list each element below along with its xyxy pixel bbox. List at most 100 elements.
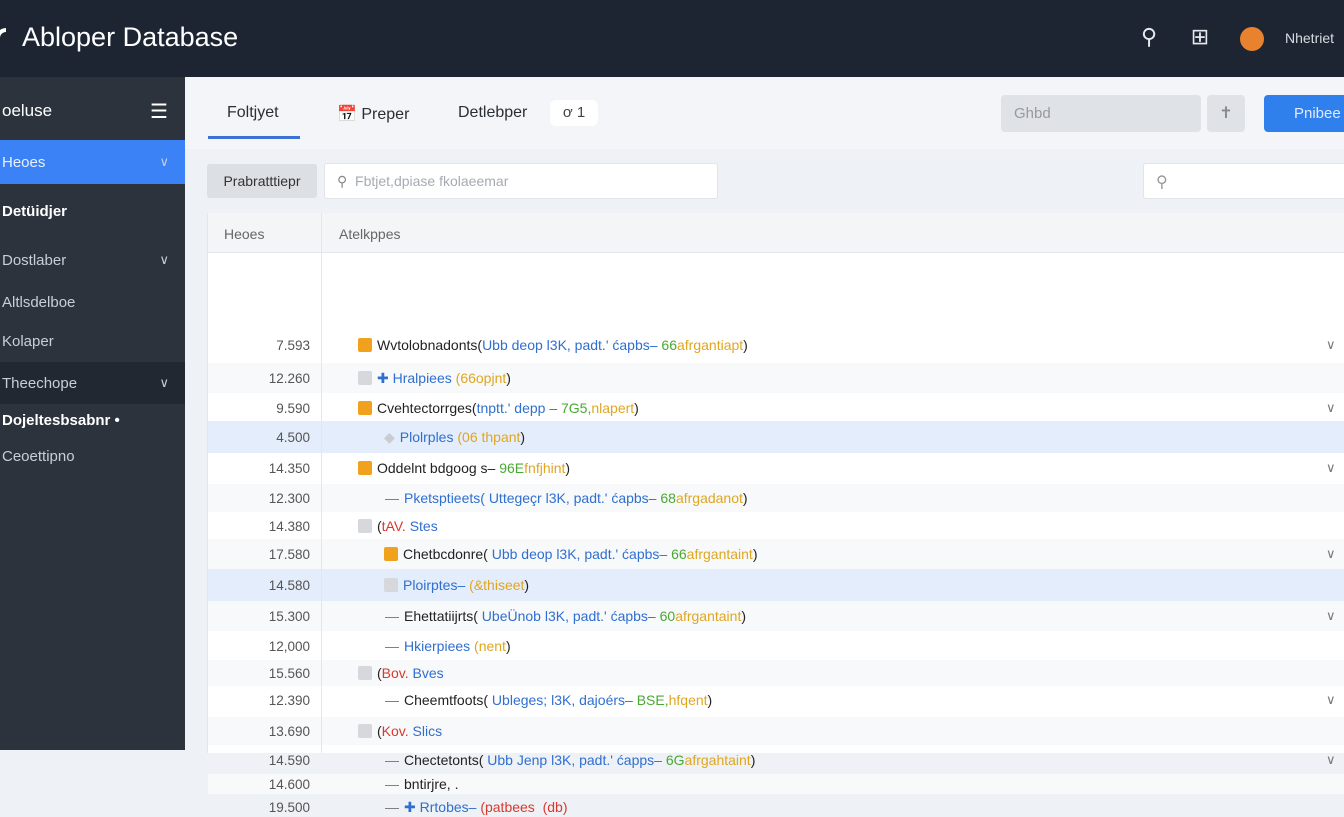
chevron-down-icon[interactable]: ∨ — [159, 252, 169, 267]
table-row[interactable]: 14.380 (tAV. Stes — [208, 512, 1344, 540]
row-text-segment: Cheemtfoots( — [404, 692, 489, 708]
grid-input[interactable]: Ghbd — [1001, 95, 1201, 132]
row-text-segment: afrgadanot — [675, 490, 743, 506]
table-row[interactable]: 14.580 Ploirptes– (&thiseet) — [208, 569, 1344, 601]
app-logo[interactable]: Abloper Database — [0, 22, 238, 53]
sidebar-item[interactable]: Theechope ∨ — [0, 362, 185, 404]
row-text-segment: Ubb deop l3K, padt.' ćapbs– — [487, 546, 668, 562]
row-text-segment: (&thiseet — [465, 577, 525, 593]
row-number: 12.390 — [268, 692, 310, 708]
search-input[interactable]: ⚲ Fbtjet,dpiase fkolaeemar — [324, 163, 718, 199]
chevron-down-icon[interactable]: ∨ — [1326, 460, 1336, 475]
table-row[interactable]: 12.390 — Cheemtfoots( Ubleges; l3K, dajoér… — [208, 685, 1344, 715]
row-text-segment: Ubleges; l3K, dajoérs– — [488, 692, 633, 708]
column-header[interactable]: Heoes — [224, 226, 265, 242]
row-text: Hkierpiees (nent) — [404, 638, 511, 654]
row-text-segment: ) — [752, 546, 758, 562]
user-name[interactable]: Nhetriet — [1285, 30, 1335, 46]
sidebar-item[interactable]: Dojeltesbsabnr • — [0, 407, 185, 433]
row-text-segment: Slics — [408, 723, 443, 739]
chevron-down-icon[interactable]: ∨ — [1326, 400, 1336, 415]
chevron-down-icon[interactable]: ∨ — [1326, 546, 1336, 561]
row-text-segment: bntirjre, . — [404, 776, 459, 792]
tab-foltjyet[interactable]: Foltjyet — [227, 104, 279, 121]
hamburger-menu-icon[interactable]: ☰ — [150, 100, 168, 123]
tab-bar: Foltjyet 📅 Preper Detlebper ơ 1 Ghbd ✝ P… — [185, 77, 1344, 149]
row-text-segment: 66 — [667, 546, 687, 562]
row-text-segment: ) — [743, 337, 748, 353]
secondary-search-input[interactable]: ⚲ — [1143, 163, 1344, 199]
tab-detlebper[interactable]: Detlebper — [458, 104, 528, 121]
row-text-segment: ✚ Hralpiees — [377, 369, 452, 386]
dash-icon: — — [385, 638, 399, 654]
table-icon — [358, 338, 372, 352]
row-text-segment: nlapert — [591, 400, 635, 416]
row-text-segment: afrgantiapt — [677, 337, 744, 353]
sidebar-item[interactable]: Dostlaber ∨ — [0, 247, 185, 273]
chevron-down-icon[interactable]: ∨ — [1326, 337, 1336, 352]
row-text-segment: Wvtolobnadonts( — [377, 337, 483, 353]
sidebar-item[interactable]: Heoes ∨ — [0, 140, 185, 184]
row-number: 14.590 — [268, 752, 310, 768]
row-number: 7.593 — [276, 337, 310, 353]
search-icon[interactable]: ⚲ — [1140, 24, 1158, 49]
tab-label: Preper — [361, 106, 410, 123]
sidebar-item[interactable]: Detüidjer — [0, 198, 185, 224]
chevron-down-icon[interactable]: ∨ — [159, 154, 169, 169]
table-row[interactable]: 15.560 (Bov. Bves — [208, 660, 1344, 686]
table-row[interactable]: 14.600 — bntirjre, . — [208, 774, 1344, 794]
row-content: Chetbcdonre( Ubb deop l3K, padt.' ćapbs–… — [384, 546, 758, 562]
row-text-segment: Bves — [408, 665, 444, 681]
table-row[interactable]: 15.300 — Ehettatiijrts( UbeÜnob l3K, padt.… — [208, 601, 1344, 631]
table-row[interactable]: 13.690 (Kov. Slics — [208, 717, 1344, 745]
table-row[interactable]: 9.590 Cvehtectorrges(tnptt.' depp – 7G5, n… — [208, 393, 1344, 423]
table-icon — [384, 578, 398, 592]
table-row[interactable]: 12.300 — Pketsptieets( Uttegeçr l3K, padt.… — [208, 484, 1344, 512]
chevron-down-icon[interactable]: ∨ — [1326, 752, 1336, 767]
pin-icon: ✝ — [1219, 105, 1233, 122]
row-content: — Ehettatiijrts( UbeÜnob l3K, padt.' ćapb… — [385, 608, 746, 624]
sidebar-header: oeluse ☰ — [0, 99, 185, 123]
count-badge: ơ 1 — [550, 100, 598, 126]
row-text: ✚ Rrtobes– (patbees (db) — [404, 799, 568, 816]
sidebar-item[interactable]: Ceoettipno — [0, 443, 185, 469]
tab-preper[interactable]: 📅 Preper — [337, 104, 409, 124]
row-content: — Chectetonts( Ubb Jenp l3K, padt.' ćapps… — [385, 752, 755, 768]
table-row[interactable]: 17.580 Chetbcdonre( Ubb deop l3K, padt.' … — [208, 539, 1344, 569]
row-number: 13.690 — [268, 723, 310, 739]
table-row[interactable]: 19.500 — ✚ Rrtobes– (patbees (db) — [208, 797, 1344, 817]
chevron-down-icon[interactable]: ∨ — [1326, 608, 1336, 623]
dash-icon: — — [385, 799, 399, 815]
chevron-down-icon[interactable]: ∨ — [159, 375, 169, 390]
primary-button[interactable]: Pnibee — [1264, 95, 1344, 132]
avatar[interactable] — [1240, 27, 1264, 51]
sidebar-item-label: Dostlaber — [2, 251, 67, 269]
top-bar: Abloper Database ⚲ ⊞ Nhetriet — [0, 0, 1344, 77]
row-text-segment: Ploirptes– — [403, 577, 466, 593]
table-row[interactable]: 14.350 Oddelnt bdgoog s– 96E fnfjhint) ∨ — [208, 453, 1344, 483]
table-row[interactable]: 12.260 ✚ Hralpiees (66opjnt) — [208, 363, 1344, 393]
grid-icon[interactable]: ⊞ — [1190, 24, 1210, 49]
row-text-segment: ) — [524, 577, 530, 593]
sidebar-item[interactable]: Kolaper — [0, 328, 185, 354]
row-text-segment: ) — [565, 460, 571, 476]
sidebar-item-label: Detüidjer — [2, 202, 68, 220]
chevron-down-icon[interactable]: ∨ — [1326, 692, 1336, 707]
row-text: Wvtolobnadonts(Ubb deop l3K, padt.' ćapb… — [377, 337, 748, 353]
row-text-segment: afrgahtaint — [684, 752, 751, 768]
pin-button[interactable]: ✝ — [1207, 95, 1245, 132]
row-number: 12.260 — [268, 370, 310, 386]
dash-icon: — — [385, 490, 399, 506]
filter-button[interactable]: Prabratttiepr — [207, 164, 317, 198]
row-content: — ✚ Rrtobes– (patbees (db) — [385, 799, 568, 816]
row-content: — Pketsptieets( Uttegeçr l3K, padt.' ćapb… — [385, 490, 748, 506]
column-divider — [321, 213, 322, 753]
sidebar-item[interactable]: Altlsdelboe — [0, 289, 185, 315]
table-row[interactable]: 7.593 Wvtolobnadonts(Ubb deop l3K, padt.'… — [208, 330, 1344, 360]
table-row[interactable]: 12,000 — Hkierpiees (nent) — [208, 632, 1344, 660]
table-row[interactable]: 4.500 ◆ Plolrples (06 thpant) — [208, 421, 1344, 453]
row-text-segment: Cvehtectorrges( — [377, 400, 477, 416]
table-icon — [358, 724, 372, 738]
row-number: 19.500 — [268, 799, 310, 815]
column-header[interactable]: Atelkppes — [339, 226, 401, 242]
